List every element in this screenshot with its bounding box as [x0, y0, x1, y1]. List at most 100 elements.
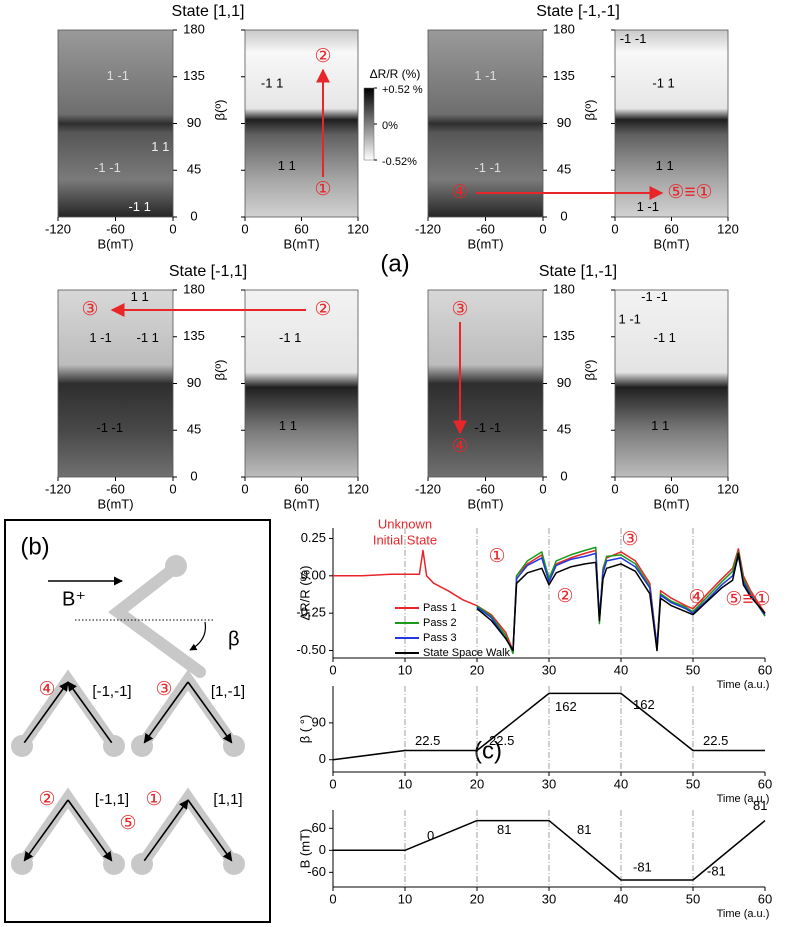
state-label: [-1,1]	[95, 791, 129, 808]
x-axis-label: B(mT)	[97, 496, 133, 511]
state-marker: ④	[688, 587, 705, 608]
moment-arrow	[187, 799, 233, 862]
magnet-end	[11, 853, 33, 875]
y-tick-label: 135	[553, 328, 575, 343]
state-marker: ①	[488, 546, 505, 567]
x-axis-label: B(mT)	[97, 236, 133, 251]
y-tick-label: 45	[557, 422, 571, 437]
states: [-1,-1] ④ [1,-1] ③ [-1,1] ② [1,1] ⑤①	[11, 669, 245, 875]
magnet-end	[131, 735, 153, 757]
x-tick-label: 60	[758, 662, 772, 677]
x-tick-label: 0	[329, 891, 336, 906]
y-tick-label: 0	[190, 468, 197, 483]
x-tick-label: 0	[329, 776, 336, 791]
y-tick-label: 0	[319, 842, 326, 857]
region-label: -1 1	[128, 199, 150, 214]
region-label: 1 1	[278, 158, 296, 173]
x-tick-label: 50	[686, 891, 700, 906]
x-tick-label: 30	[542, 662, 556, 677]
data-label: 162	[633, 697, 655, 712]
heatmap-panel	[428, 30, 543, 217]
x-tick-label: 0	[169, 221, 176, 236]
annotation: Initial State	[373, 532, 437, 547]
x-tick-label: 0	[329, 662, 336, 677]
colorbar-tick-label: -0.52%	[382, 156, 417, 168]
colorbar-label: ΔR/R (%)	[370, 67, 421, 81]
data-line	[333, 819, 766, 881]
state-marker: ⑤≡①	[667, 182, 712, 203]
state-marker: ④	[451, 436, 468, 457]
region-label: 1 -1	[637, 199, 659, 214]
x-tick-label: -120	[45, 481, 71, 496]
y-axis-label: β(º)	[582, 360, 597, 381]
magnet-end	[223, 853, 245, 875]
x-tick-label: 10	[398, 891, 412, 906]
x-axis-label: B(mT)	[283, 236, 319, 251]
colorbar-tick-label: 0%	[382, 120, 398, 132]
x-tick-label: 0	[611, 221, 618, 236]
region-label: 1 -1	[107, 68, 129, 83]
x-tick-label: 10	[398, 776, 412, 791]
moment-arrow	[143, 681, 189, 744]
state-marker: ④	[38, 679, 55, 700]
y-tick-label: 0.25	[301, 530, 326, 545]
state-label: [1,-1]	[211, 683, 245, 700]
state-marker: ②	[38, 789, 55, 810]
state-marker: ③	[155, 679, 172, 700]
legend-label: Pass 2	[423, 617, 457, 629]
data-label: 81	[753, 798, 767, 813]
data-line	[333, 548, 766, 652]
moment-arrow	[187, 681, 233, 744]
legend-label: Pass 3	[423, 632, 457, 644]
data-line	[476, 546, 766, 655]
x-tick-label: 60	[664, 221, 678, 236]
x-tick-label: 0	[539, 221, 546, 236]
legend-label: State Space Walk	[423, 647, 511, 659]
panel-label: (a)	[380, 250, 409, 277]
y-tick-label: 0	[560, 208, 567, 223]
y-tick-label: 45	[187, 422, 201, 437]
x-axis-label: B(mT)	[653, 496, 689, 511]
x-axis-label: Time (a.u.)	[717, 793, 770, 805]
x-tick-label: 60	[294, 221, 308, 236]
chart-title: State [1,-1]	[539, 263, 617, 280]
region-label: -1 -1	[474, 420, 501, 435]
x-tick-label: 40	[614, 891, 628, 906]
y-axis-label: B (mT)	[297, 829, 312, 869]
state-marker: ③	[81, 299, 98, 320]
region-label: -1 1	[279, 330, 301, 345]
x-tick-label: 40	[614, 662, 628, 677]
state-marker: ①	[314, 179, 331, 200]
legend-label: Pass 1	[423, 602, 457, 614]
region-label: -1 -1	[96, 420, 123, 435]
y-tick-label: -0.25	[296, 605, 326, 620]
colorbar-tick-label: +0.52 %	[382, 84, 423, 96]
magnet	[108, 564, 206, 678]
x-tick-label: 60	[758, 891, 772, 906]
heatmap-panel	[428, 290, 543, 477]
magnet-end	[103, 735, 125, 757]
x-axis-label: B(mT)	[467, 236, 503, 251]
magnet-end	[11, 735, 33, 757]
y-tick-label: 0	[319, 751, 326, 766]
y-tick-label: 90	[187, 375, 201, 390]
heatmap-panel	[615, 30, 728, 217]
y-tick-label: -0.50	[296, 642, 326, 657]
state-marker: ②	[314, 46, 331, 67]
x-tick-label: 30	[542, 776, 556, 791]
region-label: 1 -1	[474, 68, 496, 83]
data-label: 162	[555, 699, 577, 714]
x-tick-label: 20	[470, 891, 484, 906]
x-tick-label: 40	[614, 776, 628, 791]
y-tick-label: 0.00	[301, 567, 326, 582]
x-axis-label: B(mT)	[467, 496, 503, 511]
x-tick-label: 50	[686, 776, 700, 791]
heatmap-panel	[245, 290, 358, 477]
state-marker: ①	[145, 789, 162, 810]
region-label: -1 -1	[620, 31, 647, 46]
chart-title: State [-1,-1]	[536, 3, 620, 20]
x-tick-label: 20	[470, 662, 484, 677]
x-tick-label: 120	[347, 481, 369, 496]
x-tick-label: 60	[664, 481, 678, 496]
